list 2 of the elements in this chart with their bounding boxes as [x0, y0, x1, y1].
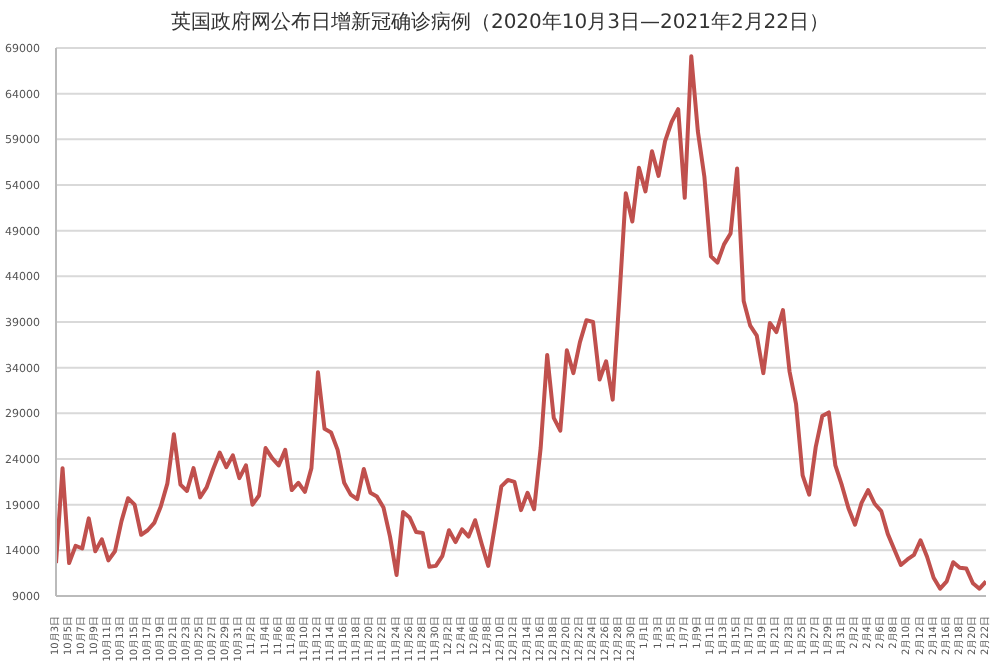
line-series: [56, 54, 986, 591]
chart-title: 英国政府网公布日增新冠确诊病例（2020年10月3日—2021年2月22日）: [168, 9, 832, 36]
